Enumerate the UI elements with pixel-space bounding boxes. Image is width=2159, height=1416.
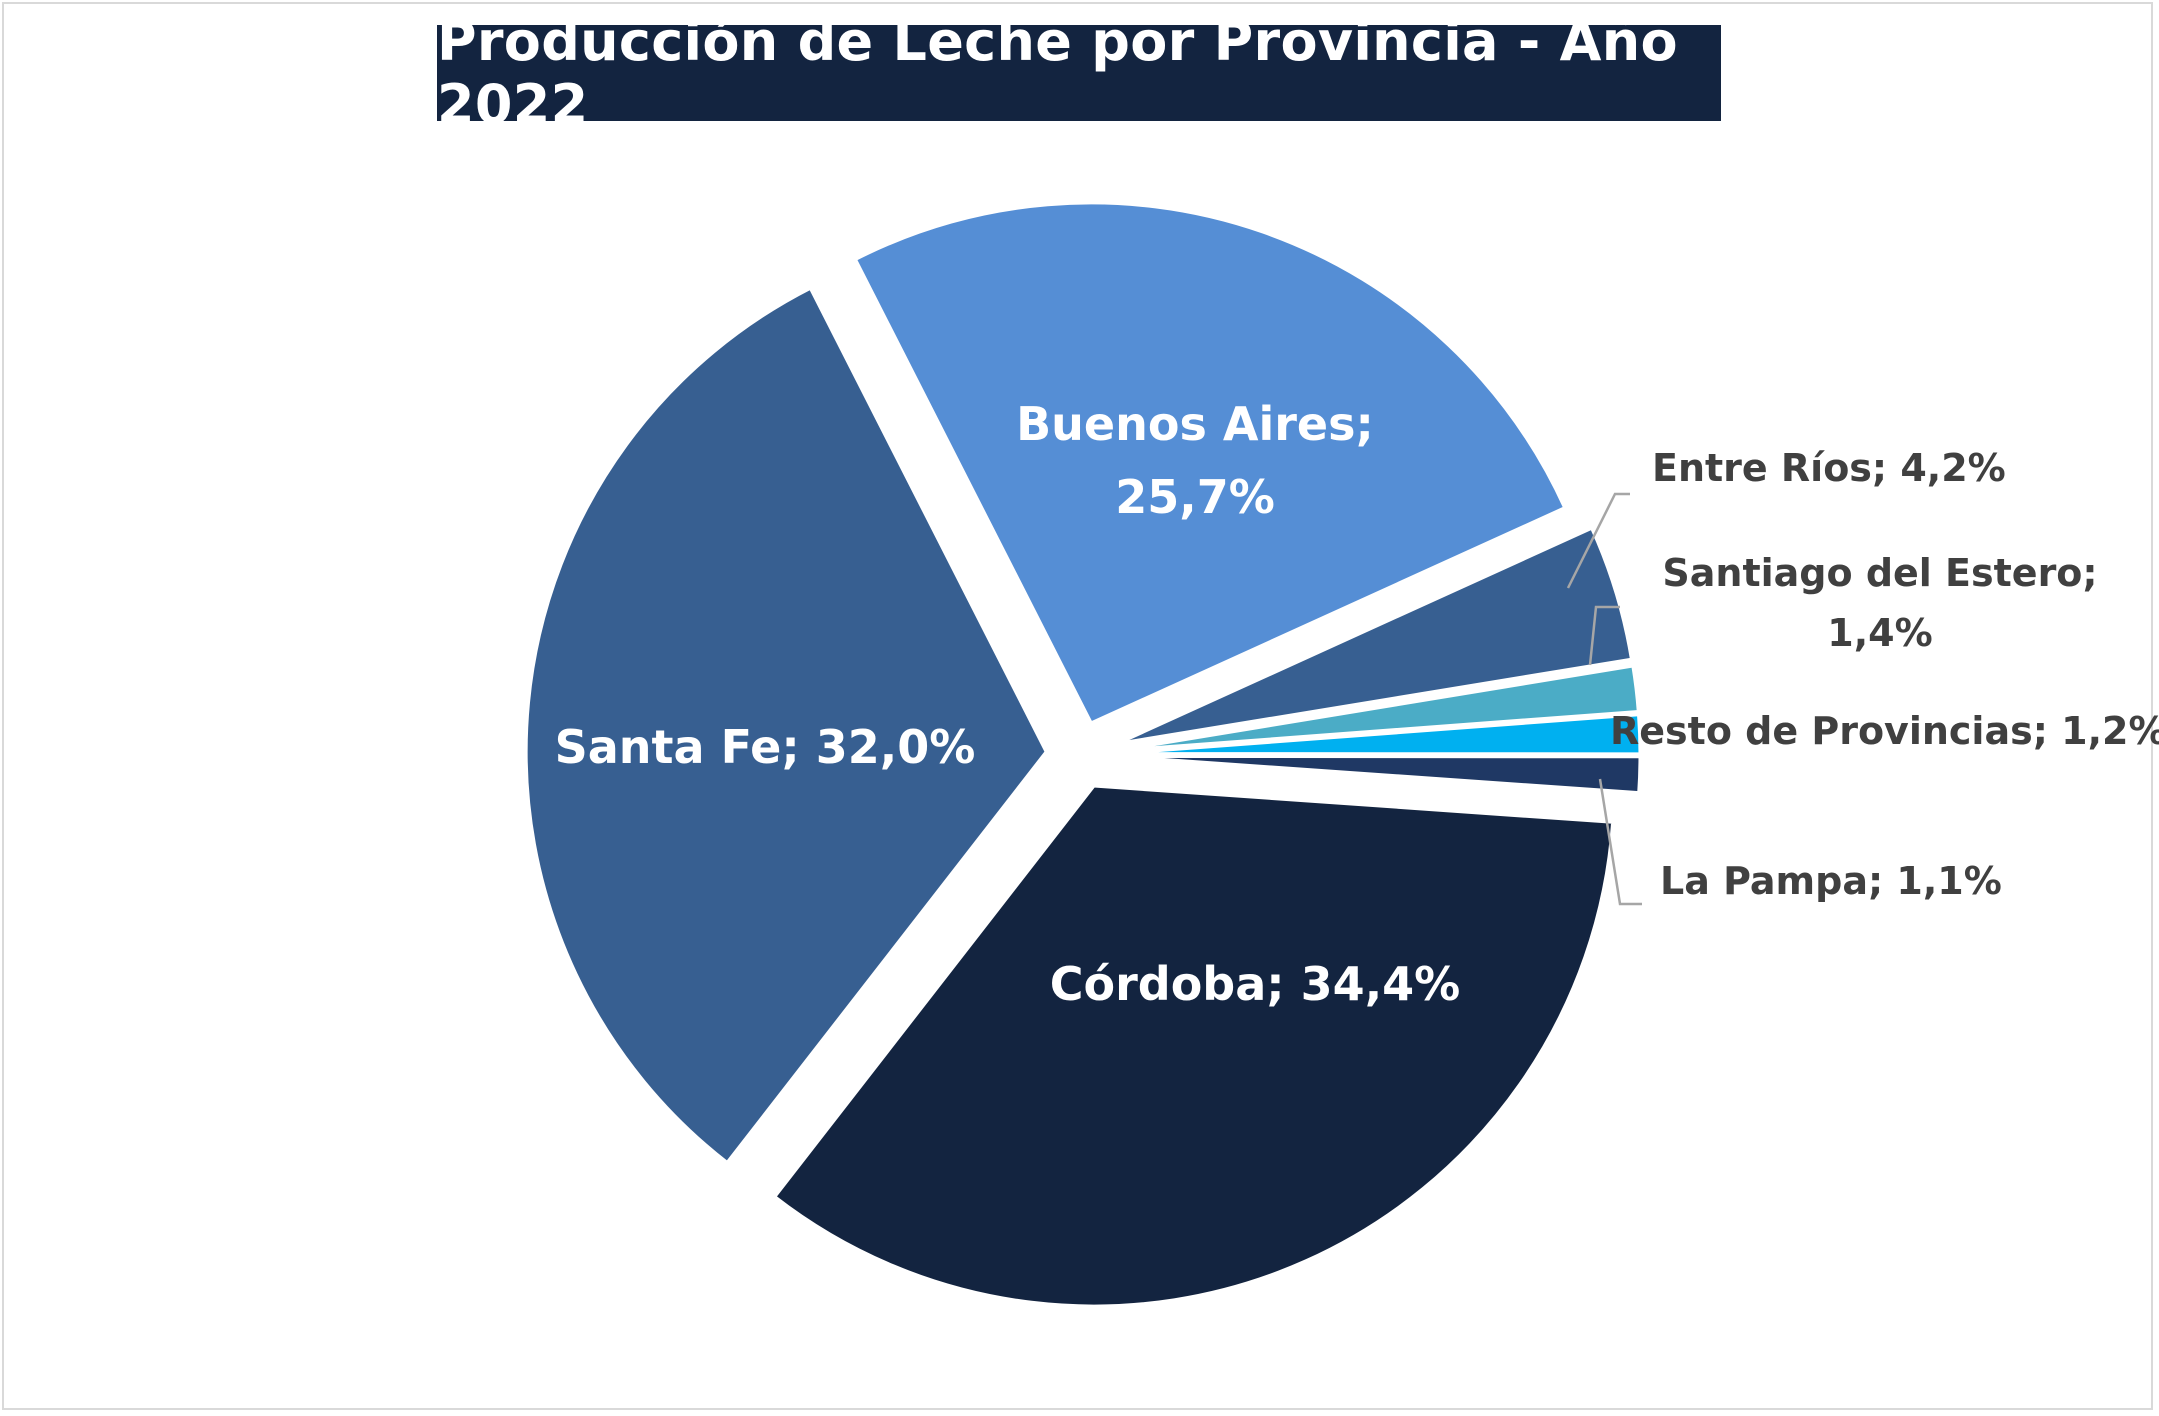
slice-santiago-del-estero: [1119, 664, 1640, 752]
slice-entre-rios: [1117, 526, 1634, 745]
leader-line: [1566, 492, 1630, 589]
data-label: Santiago del Estero; 1,4%: [1662, 551, 2097, 655]
slice-buenos-aires: [853, 201, 1567, 725]
slice-resto-de-provincias: [1119, 713, 1642, 756]
slice-la-pampa: [1119, 754, 1642, 795]
slice-santa-fe: [524, 286, 1048, 1165]
data-label: Santa Fe; 32,0%: [555, 720, 976, 774]
slice-labels: Córdoba; 34,4% Santa Fe; 32,0% Buenos Aire…: [555, 397, 2159, 1011]
slice-cordoba: [772, 784, 1615, 1308]
leader-line: [1588, 605, 1620, 666]
data-label: La Pampa; 1,1%: [1660, 859, 2002, 903]
data-label: Resto de Provincias; 1,2%: [1610, 709, 2159, 753]
pie-slices: [524, 201, 1642, 1308]
data-label: Buenos Aires; 25,7%: [1016, 397, 1374, 524]
data-label: Córdoba; 34,4%: [1050, 957, 1461, 1011]
data-label: Entre Ríos; 4,2%: [1652, 446, 2006, 490]
leader-line: [1598, 778, 1642, 906]
leader-lines: [1566, 492, 1642, 906]
